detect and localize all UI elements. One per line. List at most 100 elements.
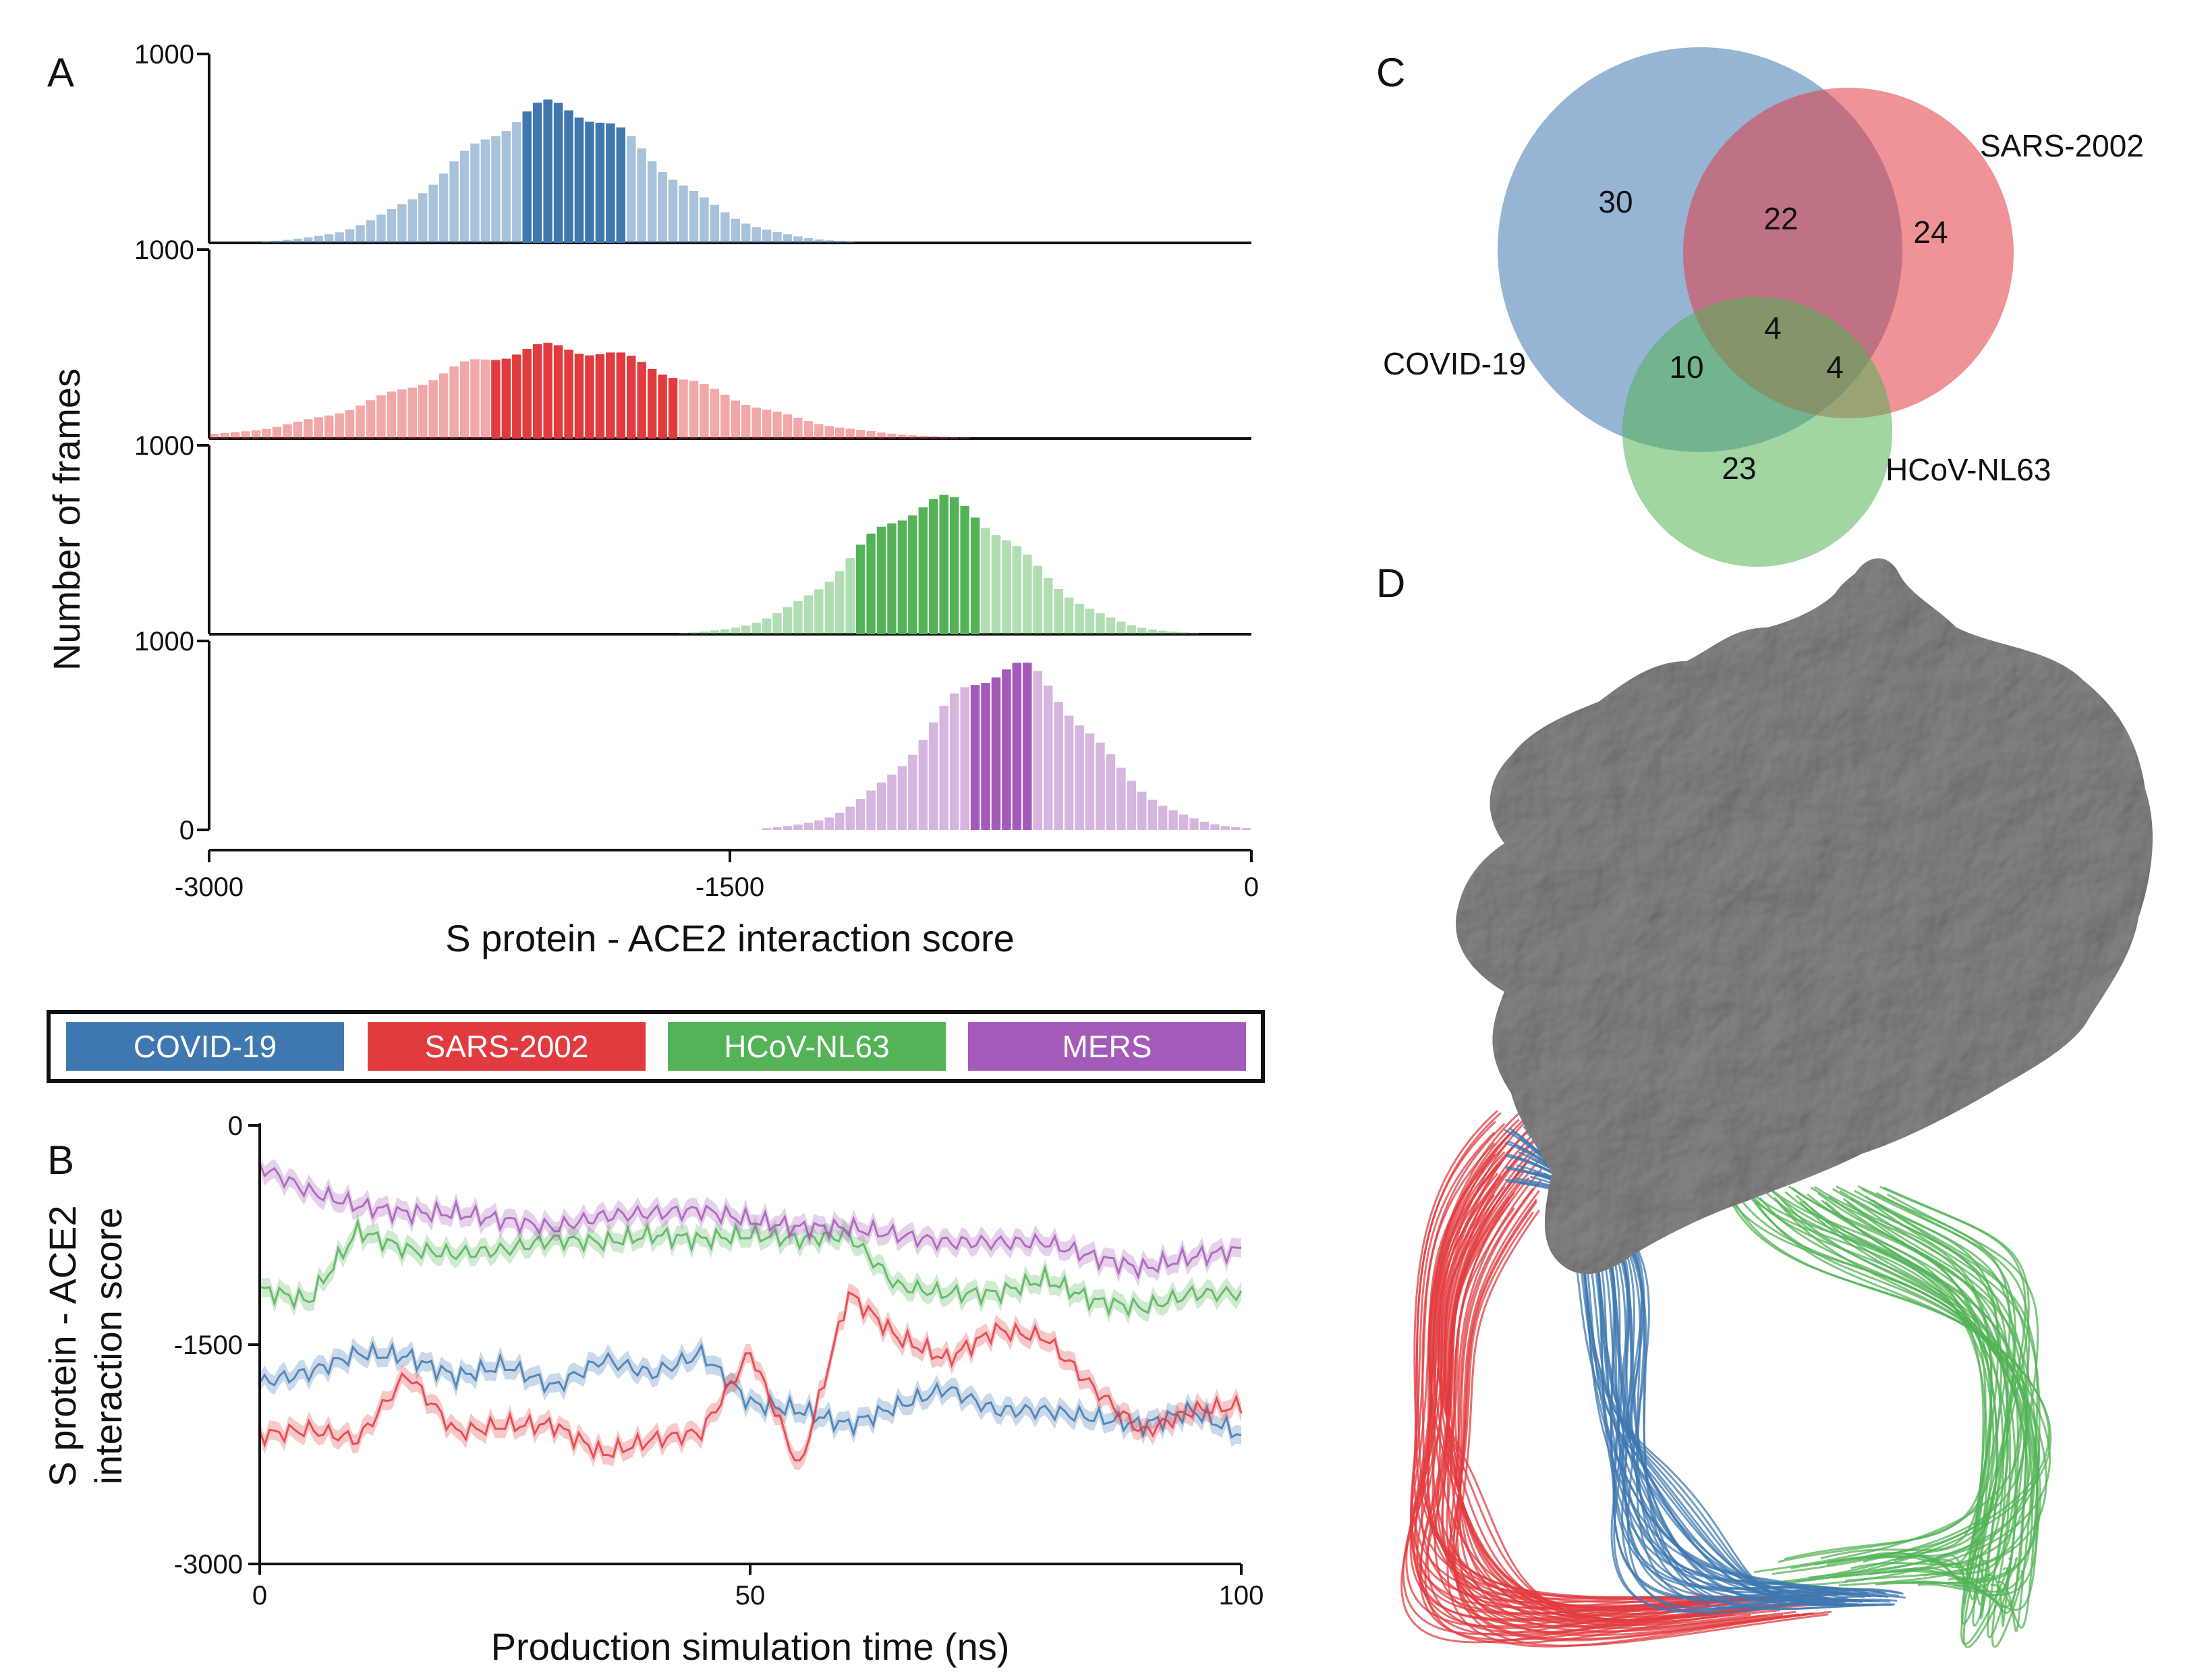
histogram-bar-nl63 — [814, 589, 824, 634]
histogram-bar-sars — [918, 435, 928, 439]
histogram-bar-covid — [731, 219, 740, 243]
y-axis-title-b-line1: S protein - ACE2 — [41, 1205, 84, 1486]
histogram-bar-mers — [835, 812, 845, 830]
histogram-bar-sars — [335, 413, 344, 439]
histogram-bar-nl63 — [1189, 633, 1199, 634]
histogram-bar-sars — [387, 391, 397, 439]
legend-label-covid: COVID-19 — [134, 1029, 277, 1064]
panel-c-venn: C 30 22 24 4 10 4 23 COVID-19 SARS-2002 … — [1376, 47, 2144, 567]
histogram-bar-covid — [689, 190, 699, 243]
histogram-bar-nl63 — [835, 571, 845, 634]
histogram-bar-sars — [949, 437, 959, 439]
histogram-bar-sars — [272, 426, 282, 439]
panel-d-structure: D — [1376, 558, 2153, 1648]
histogram-bar-sars — [658, 374, 667, 439]
ribbon-nl63 — [1733, 1201, 2052, 1586]
ribbon-sars — [1424, 1207, 1825, 1644]
series-band-covid — [260, 1335, 1241, 1447]
histogram-bar-covid — [532, 103, 542, 243]
histogram-bar-covid — [793, 236, 803, 243]
histogram-bar-sars — [824, 426, 834, 439]
histogram-bar-sars — [835, 427, 845, 439]
histogram-bar-covid — [783, 234, 793, 243]
histogram-bar-nl63 — [1002, 540, 1011, 634]
histogram-bar-mers — [1241, 828, 1251, 830]
histogram-bar-covid — [387, 208, 397, 243]
histogram-bar-mers — [1210, 824, 1220, 830]
histogram-bar-nl63 — [1085, 609, 1095, 634]
histogram-bar-nl63 — [1096, 613, 1105, 634]
histogram-bar-sars — [803, 421, 814, 439]
histogram-bar-sars — [897, 435, 907, 439]
histogram-bar-sars — [929, 436, 938, 439]
histogram-bar-nl63 — [1064, 597, 1074, 634]
legend: COVID-19 SARS-2002 HCoV-NL63 MERS — [47, 1010, 1265, 1083]
histogram-bar-mers — [1002, 669, 1011, 830]
histogram-bar-nl63 — [824, 582, 834, 634]
histogram-bar-nl63 — [981, 528, 990, 634]
ribbon-nl63 — [1766, 1185, 1985, 1560]
ribbon-sars — [1409, 1142, 1728, 1604]
histogram-bar-sars — [647, 368, 657, 439]
histogram-bar-covid — [751, 227, 761, 243]
histogram-bar-sars — [908, 435, 917, 439]
y-tick-label: -1500 — [174, 1331, 243, 1360]
histogram-bar-sars — [731, 400, 740, 439]
histogram-bar-sars — [304, 419, 313, 439]
histogram-bar-sars — [564, 349, 573, 439]
histogram-bar-covid — [345, 229, 355, 243]
histogram-bar-sars — [230, 432, 240, 439]
histogram-bar-nl63 — [1106, 617, 1116, 634]
histogram-bar-sars — [855, 430, 866, 439]
histogram-bar-mers — [1189, 818, 1199, 830]
legend-swatch-covid — [66, 1022, 344, 1071]
histogram-bar-nl63 — [845, 558, 855, 634]
histogram-bar-sars — [366, 400, 376, 439]
histogram-bar-nl63 — [700, 632, 709, 634]
histogram-bar-sars — [220, 432, 229, 439]
histogram-bar-covid — [720, 212, 730, 243]
histogram-bar-nl63 — [866, 533, 876, 634]
histogram-bar-sars — [491, 360, 501, 439]
histogram-bar-mers — [1116, 767, 1126, 830]
timeseries-lines — [258, 1153, 1243, 1470]
histogram-bar-covid — [491, 136, 501, 243]
histogram-bar-nl63 — [731, 627, 740, 634]
histogram-bar-nl63 — [793, 600, 803, 634]
histogram-bar-mers — [772, 827, 782, 830]
histogram-bar-mers — [1231, 827, 1241, 830]
x-axis-title-a: S protein - ACE2 interaction score — [445, 917, 1015, 959]
y-tick-label: -3000 — [174, 1550, 243, 1579]
histogram-bar-nl63 — [772, 613, 782, 634]
histogram-bar-sars — [501, 358, 511, 439]
histogram-bar-sars — [418, 385, 428, 439]
histogram-bar-mers — [814, 820, 824, 830]
histogram-bar-sars — [793, 418, 803, 439]
ribbon-nl63 — [1865, 1196, 2029, 1627]
histogram-bar-covid — [679, 185, 688, 243]
histogram-bar-nl63 — [1168, 632, 1178, 634]
histogram-bar-nl63 — [1116, 621, 1126, 634]
ribbon-sars — [1454, 1209, 1829, 1647]
x-tick-label: 0 — [252, 1581, 267, 1611]
histogram-bar-sars — [553, 345, 563, 439]
histogram-bar-sars — [679, 379, 688, 439]
histogram-bar-mers — [1064, 715, 1074, 830]
histogram-bar-mers — [783, 826, 793, 830]
histogram-bar-mers — [1044, 685, 1053, 830]
x-tick-label: 0 — [1244, 872, 1259, 902]
histogram-bar-nl63 — [1012, 546, 1022, 634]
histogram-bar-nl63 — [991, 535, 1001, 634]
histogram-bar-sars — [595, 354, 605, 439]
histogram-bar-nl63 — [876, 526, 886, 634]
histogram-bar-covid — [616, 127, 625, 243]
ribbon-sars — [1452, 1200, 1816, 1642]
histogram-bar-nl63 — [783, 607, 793, 634]
venn-count-nl63-only: 23 — [1722, 451, 1756, 486]
histogram-bar-mers — [929, 722, 938, 830]
venn-label-nl63: HCoV-NL63 — [1885, 452, 2051, 487]
ace2-protein-surface — [1456, 558, 2153, 1275]
histogram-bar-sars — [876, 432, 886, 439]
histogram-bar-nl63 — [679, 633, 688, 634]
histogram-bar-covid — [459, 150, 470, 243]
